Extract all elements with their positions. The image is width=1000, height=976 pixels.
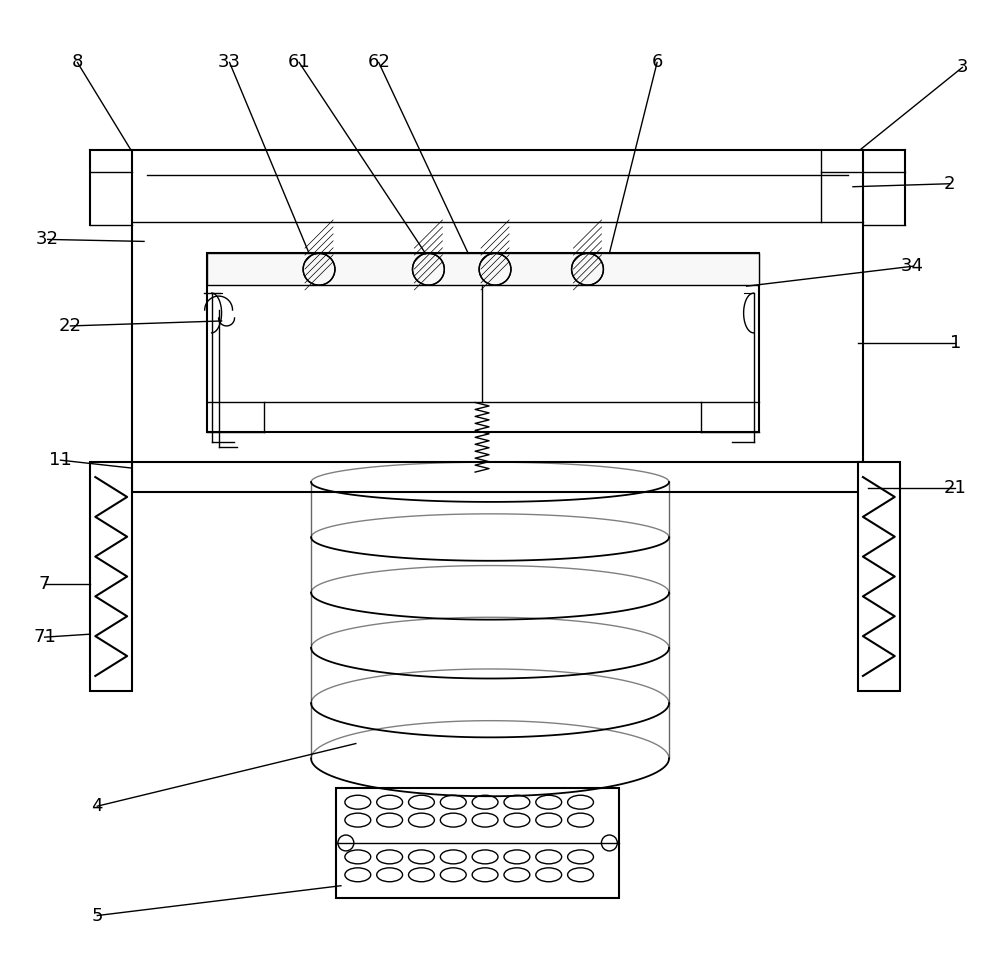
- Text: 62: 62: [367, 54, 390, 71]
- Text: 8: 8: [72, 54, 83, 71]
- Bar: [858, 463, 900, 691]
- Text: 3: 3: [957, 59, 968, 76]
- Bar: [132, 150, 863, 483]
- Bar: [132, 463, 863, 492]
- Text: 2: 2: [944, 175, 955, 192]
- Text: 7: 7: [39, 576, 50, 593]
- Text: 5: 5: [92, 907, 103, 924]
- Text: 32: 32: [36, 230, 59, 249]
- Text: 34: 34: [901, 258, 924, 275]
- Text: 4: 4: [92, 797, 103, 815]
- Text: 6: 6: [651, 54, 663, 71]
- Text: 61: 61: [288, 54, 311, 71]
- Bar: [207, 254, 759, 285]
- Text: 11: 11: [49, 451, 72, 469]
- Text: 71: 71: [33, 629, 56, 646]
- Text: 22: 22: [59, 317, 82, 335]
- Text: 33: 33: [218, 54, 241, 71]
- Text: 1: 1: [950, 334, 961, 351]
- Bar: [336, 789, 619, 898]
- Bar: [207, 254, 759, 432]
- Text: 21: 21: [944, 479, 967, 497]
- Bar: [90, 463, 132, 691]
